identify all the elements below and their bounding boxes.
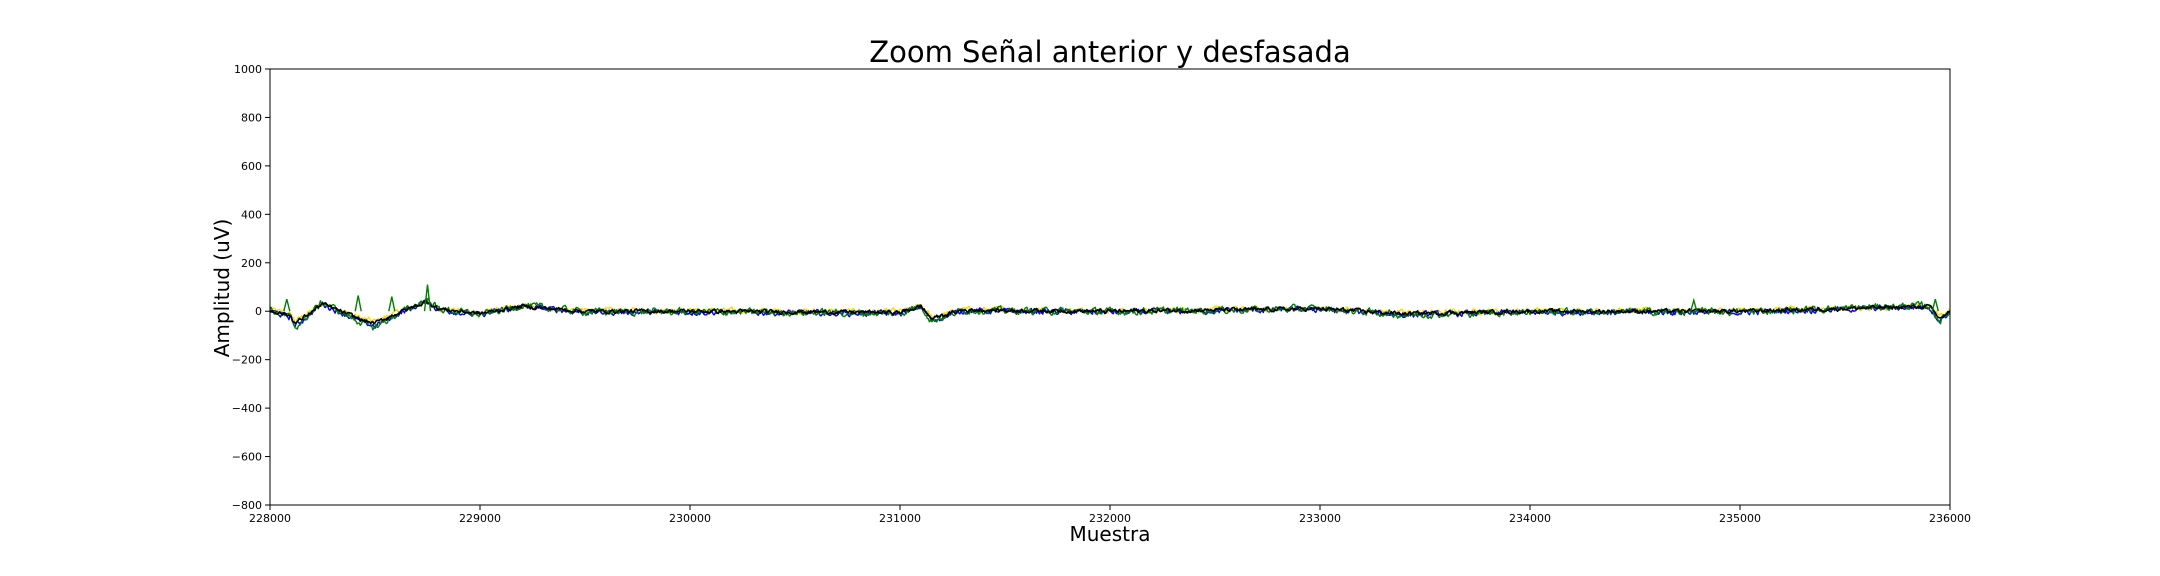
x-tick-label: 235000: [1719, 512, 1761, 525]
signal-spike: [354, 295, 362, 312]
x-tick-label: 233000: [1299, 512, 1341, 525]
signal-line-2: [269, 297, 1951, 331]
plot-frame: [269, 68, 1951, 506]
y-axis-label: Amplitud (uV): [210, 219, 234, 358]
x-tick-label: 234000: [1509, 512, 1551, 525]
y-tick-label: 0: [255, 305, 262, 318]
signal-spike: [1931, 298, 1939, 312]
y-tick-label: 400: [241, 208, 262, 221]
x-tick-label: 230000: [669, 512, 711, 525]
tick-layer: 228000 229000 230000 231000 232000 233000 2340…: [232, 63, 1971, 525]
y-tick-label: −600: [232, 451, 262, 464]
y-tick-label: 600: [241, 160, 262, 173]
chart-title: Zoom Señal anterior y desfasada: [869, 35, 1351, 69]
signal-line-3: [269, 299, 1951, 325]
x-tick-label: 229000: [459, 512, 501, 525]
signal-spike: [283, 298, 291, 312]
y-tick-label: 1000: [234, 63, 262, 76]
signal-spike: [388, 296, 396, 312]
y-tick-label: −200: [232, 354, 262, 367]
signal-spike: [1690, 297, 1698, 312]
x-tick-label: 232000: [1089, 512, 1131, 525]
series-layer: [269, 284, 1951, 331]
y-tick-label: −400: [232, 402, 262, 415]
x-tick-label: 228000: [249, 512, 291, 525]
signal-spike: [423, 284, 432, 312]
y-tick-label: 800: [241, 111, 262, 124]
x-tick-label: 236000: [1929, 512, 1971, 525]
x-tick-label: 231000: [879, 512, 921, 525]
x-axis-label: Muestra: [1070, 522, 1151, 546]
y-tick-label: 200: [241, 257, 262, 270]
y-tick-label: −800: [232, 499, 262, 512]
